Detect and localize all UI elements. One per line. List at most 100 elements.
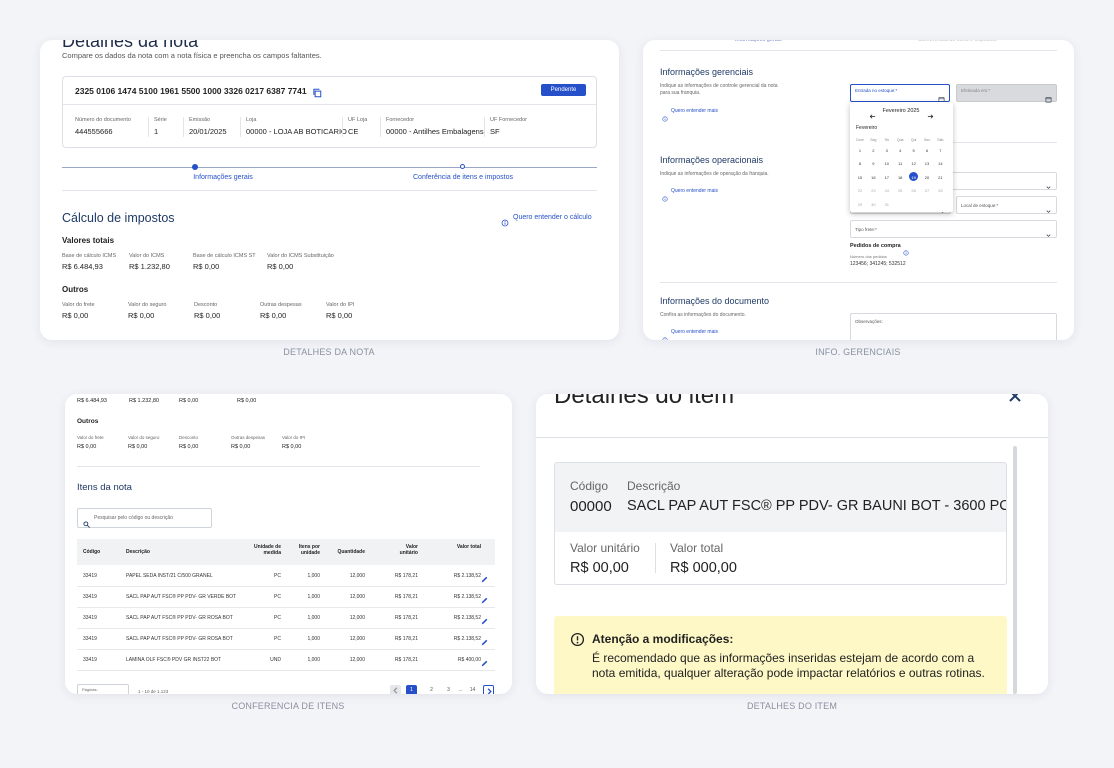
field-value: R$ 0,00 [77, 444, 97, 450]
day[interactable]: 23 [871, 188, 876, 194]
edit-icon[interactable] [480, 634, 489, 646]
day[interactable]: 4 [899, 148, 902, 153]
field-value: R$ 0,00 [260, 311, 287, 320]
day[interactable]: 1 [858, 148, 862, 153]
warning-text: É recomendado que as informações inserid… [592, 651, 985, 680]
next-page[interactable] [483, 685, 494, 694]
page[interactable]: ... [458, 687, 463, 693]
label: Valor unitário [570, 541, 640, 555]
help-link[interactable]: Quero entender mais [671, 108, 718, 114]
day[interactable]: 15 [857, 174, 863, 180]
page-size-select[interactable]: Páginas: [77, 684, 129, 694]
table-cell: 1,000 [307, 573, 320, 579]
day[interactable]: 30 [871, 201, 876, 207]
day[interactable]: 28 [938, 188, 943, 194]
prev-page[interactable] [390, 685, 401, 694]
prev [869, 107, 876, 119]
section-title: Itens da nota [77, 482, 132, 493]
day[interactable]: 9 [872, 161, 875, 167]
field-value: 20/01/2025 [189, 127, 227, 136]
day[interactable]: 31 [884, 201, 890, 207]
field-label: Valor do frete [77, 435, 104, 440]
day[interactable]: 25 [897, 188, 903, 194]
table-cell: PC [274, 615, 281, 621]
field-label: Desconto [194, 302, 218, 308]
column-header: Unidade de medida [254, 544, 281, 556]
field-value: R$ 0,00 [282, 444, 302, 450]
day[interactable]: 12 [911, 161, 916, 167]
day[interactable]: 18 [897, 174, 903, 180]
textarea[interactable]: Observações: [850, 313, 1057, 340]
separator [342, 117, 343, 137]
info-band [555, 463, 1006, 532]
day[interactable]: 17 [884, 174, 890, 180]
column-header: Código [83, 549, 101, 555]
label: Valor total [670, 541, 724, 555]
day[interactable]: 7 [939, 148, 942, 153]
edit-icon[interactable] [480, 655, 489, 667]
table-cell: 12,000 [349, 657, 365, 663]
day[interactable]: 14 [938, 161, 943, 167]
edit-icon[interactable] [480, 571, 489, 583]
field-value: R$ 6.484,93 [77, 398, 107, 404]
day[interactable]: 5 [912, 148, 915, 153]
day[interactable]: 16 [871, 174, 876, 180]
page[interactable]: 3 [447, 687, 450, 693]
step-dot [192, 164, 198, 170]
date-input[interactable]: Efetivada em:* [956, 84, 1057, 103]
calendar: Fevereiro 2025 Fevereiro Dom Seg Ter Qua Qui Se… [850, 102, 953, 212]
input-icon [1045, 90, 1052, 103]
caption: CONFERENCIA DE ITENS [231, 701, 345, 711]
day[interactable]: 8 [858, 161, 862, 167]
edit-icon[interactable] [480, 592, 489, 604]
day[interactable]: 13 [924, 161, 930, 167]
field-label: Valor do seguro [128, 435, 160, 440]
day[interactable]: 22 [857, 188, 863, 194]
day[interactable]: 21 [938, 174, 943, 180]
day[interactable]: 3 [885, 148, 888, 153]
table-cell: R$ 178,21 [394, 636, 418, 642]
weekday: Sáb [937, 138, 944, 142]
day[interactable]: 19 [911, 174, 916, 180]
close-icon[interactable] [1007, 394, 1023, 404]
page[interactable]: 2 [430, 687, 433, 693]
help-link[interactable]: Quero entender o cálculo [513, 214, 592, 221]
day[interactable]: 10 [884, 161, 890, 167]
field-label: Base de cálculo ICMS ST [193, 253, 256, 259]
day[interactable]: 24 [884, 188, 890, 194]
access-key: 2325 0106 1474 5100 1961 5500 1000 3326 … [75, 86, 307, 96]
table-cell: R$ 2.138,52 [453, 636, 481, 642]
step-label: Conferência de itens e impostos [413, 174, 513, 181]
value: 123456; 341245; 532512 [850, 261, 906, 267]
section-title: Informações do documento [660, 296, 770, 306]
field-value: 00000 - Antilhes Embalagens [386, 127, 484, 136]
select[interactable]: Tipo frete:* [850, 220, 1057, 238]
day[interactable]: 27 [924, 188, 930, 194]
table-cell: SACL PAP AUT FSC® PP PDV- GR ROSA BOT [126, 636, 233, 642]
select[interactable]: Local de estoque:* [956, 196, 1057, 214]
day[interactable]: 6 [925, 148, 929, 153]
field-label: Outras despesas [260, 302, 302, 308]
section-desc: Confira as informações do documento. [660, 312, 746, 318]
search-box[interactable]: Pesquisar pelo código ou descrição [77, 508, 212, 528]
date-input[interactable]: Entrada no estoque:* [850, 84, 950, 103]
page[interactable]: 1 [406, 685, 417, 694]
page[interactable]: 14 [469, 687, 476, 693]
day[interactable]: 2 [872, 148, 875, 153]
help-link[interactable]: Quero entender mais [671, 188, 718, 194]
input-icon [1045, 226, 1052, 237]
field-value: R$ 6.484,93 [62, 262, 103, 271]
day[interactable]: 29 [857, 201, 863, 207]
divider [536, 437, 1048, 438]
range: 1 - 10 de 1.123 [138, 689, 169, 694]
weekday: Sex [923, 138, 931, 142]
separator [183, 117, 184, 137]
day[interactable]: 20 [924, 174, 930, 180]
day[interactable]: 26 [911, 188, 916, 194]
step-label: Informações gerais [193, 174, 253, 181]
edit-icon[interactable] [480, 613, 489, 625]
field-label: Valor do frete [62, 302, 95, 308]
day[interactable]: 11 [898, 161, 903, 167]
help-link[interactable]: Quero entender mais [671, 329, 718, 335]
caption: DETALHES DA NOTA [283, 347, 375, 357]
